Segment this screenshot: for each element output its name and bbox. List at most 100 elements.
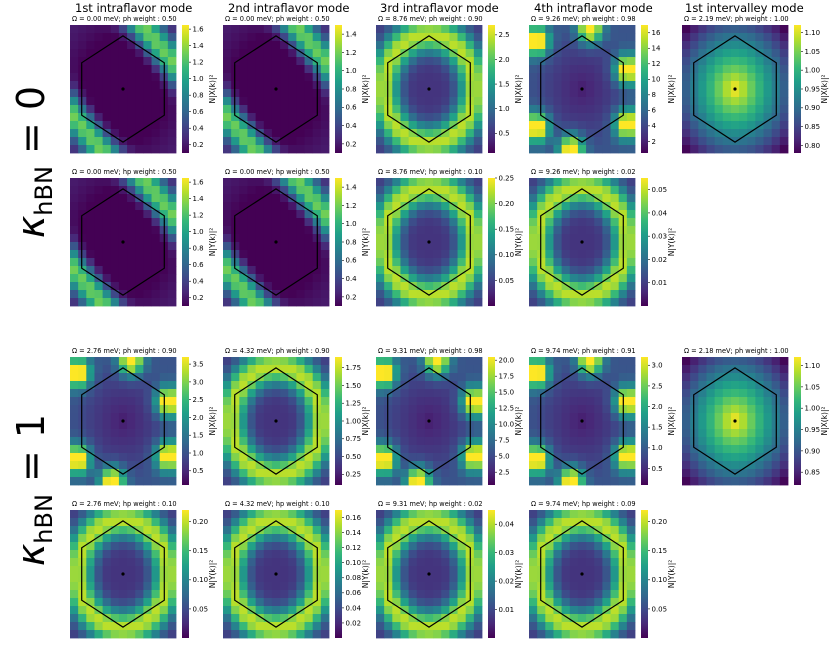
heatmap-cell — [400, 477, 410, 486]
heatmap-cell — [690, 389, 699, 398]
heatmap-cell — [465, 57, 475, 66]
heatmap-cell — [223, 373, 232, 382]
heatmap-cell — [586, 49, 595, 58]
heatmap-cell — [545, 250, 554, 259]
heatmap-cell — [78, 550, 87, 559]
heatmap-cell — [408, 49, 418, 58]
heatmap-cell — [223, 290, 232, 299]
heatmap-cell — [271, 614, 281, 623]
heatmap-cell — [288, 242, 297, 251]
heatmap-cell — [577, 534, 587, 543]
heatmap-cell — [424, 41, 434, 50]
heatmap-cell — [602, 421, 611, 430]
heatmap-cell — [271, 81, 281, 90]
heatmap-cell — [143, 381, 152, 390]
heatmap-cell — [78, 461, 87, 470]
heatmap-cell — [626, 298, 636, 307]
heatmap-cell — [449, 413, 458, 422]
heatmap-cell — [626, 518, 636, 527]
heatmap-cell — [94, 234, 104, 243]
heatmap-cell — [312, 534, 322, 543]
heatmap-cell — [320, 453, 330, 462]
heatmap-cell — [223, 453, 232, 462]
heatmap-cell — [70, 129, 79, 138]
colorbar — [794, 357, 801, 485]
heatmap-cell — [569, 542, 579, 551]
heatmap-cell — [255, 49, 265, 58]
heatmap-cell — [167, 590, 177, 599]
heatmap-cell — [312, 129, 322, 138]
colorbar-tick-label: 20.0 — [499, 357, 515, 365]
heatmap-cell — [70, 614, 79, 623]
heatmap-cell — [690, 469, 699, 478]
heatmap-cell — [779, 105, 789, 114]
heatmap-cell — [320, 397, 330, 406]
heatmap-cell — [416, 25, 426, 34]
heatmap-cell — [545, 105, 554, 114]
heatmap-cell — [473, 57, 483, 66]
heatmap-cell — [529, 202, 538, 211]
heatmap-cell — [231, 389, 240, 398]
heatmap-cell — [102, 81, 112, 90]
heatmap-cell — [682, 405, 691, 414]
heatmap-cell — [70, 606, 79, 615]
heatmap-cell — [698, 413, 707, 422]
heatmap-cell — [127, 49, 136, 58]
heatmap-cell — [408, 518, 418, 527]
heatmap-cell — [247, 413, 257, 422]
heatmap-cell — [110, 218, 120, 227]
heatmap-cell — [553, 534, 563, 543]
heatmap-cell — [102, 105, 112, 114]
heatmap-cell — [408, 421, 418, 430]
heatmap-cell — [312, 365, 322, 374]
heatmap-cell — [594, 606, 603, 615]
heatmap-cell — [86, 574, 95, 583]
heatmap-cell — [424, 598, 434, 607]
heatmap-cell — [586, 234, 595, 243]
heatmap-cell — [151, 598, 161, 607]
heatmap-cell — [320, 97, 330, 106]
heatmap-cell — [70, 405, 79, 414]
heatmap-cell — [586, 510, 595, 519]
heatmap-cell — [722, 365, 732, 374]
heatmap-cell — [102, 202, 112, 211]
heatmap-cell — [561, 97, 571, 106]
heatmap-cell — [755, 405, 764, 414]
heatmap-cell — [255, 73, 265, 82]
heatmap-cell — [304, 445, 314, 454]
heatmap-cell — [561, 282, 571, 291]
panel-title: Ω = 8.76 meV; ph weight : 0.90 — [378, 15, 483, 23]
heatmap-cell — [755, 81, 764, 90]
heatmap-cell — [247, 282, 257, 291]
heatmap-cell — [594, 566, 603, 575]
heatmap-cell — [569, 389, 579, 398]
heatmap-cell — [280, 129, 289, 138]
heatmap-cell — [763, 33, 773, 42]
heatmap-cell — [271, 405, 281, 414]
heatmap-cell — [433, 282, 442, 291]
heatmap-cell — [586, 250, 595, 259]
heatmap-cell — [577, 105, 587, 114]
heatmap-cell — [594, 373, 603, 382]
heatmap-cell — [610, 469, 620, 478]
heatmap-cell — [102, 574, 112, 583]
heatmap-cell — [545, 97, 554, 106]
colorbar-tick-label: 0.02 — [346, 619, 362, 627]
heatmap-cell — [537, 437, 546, 446]
colorbar-label: N|X(k)|² — [208, 406, 217, 435]
heatmap-cell — [722, 397, 732, 406]
heatmap-cell — [320, 73, 330, 82]
heatmap-cell — [151, 534, 161, 543]
heatmap-cell — [304, 194, 314, 203]
heatmap-cell — [247, 357, 257, 366]
heatmap-cell — [239, 274, 248, 283]
heatmap-cell — [167, 477, 177, 486]
heatmap-cell — [408, 510, 418, 519]
colorbar-tick-label: 1.00 — [805, 67, 821, 75]
heatmap-cell — [618, 145, 628, 154]
heatmap-cell — [465, 25, 475, 34]
heatmap-cell — [110, 129, 120, 138]
heatmap-cell — [280, 89, 289, 98]
heatmap-cell — [771, 373, 781, 382]
heatmap-cell — [602, 33, 611, 42]
